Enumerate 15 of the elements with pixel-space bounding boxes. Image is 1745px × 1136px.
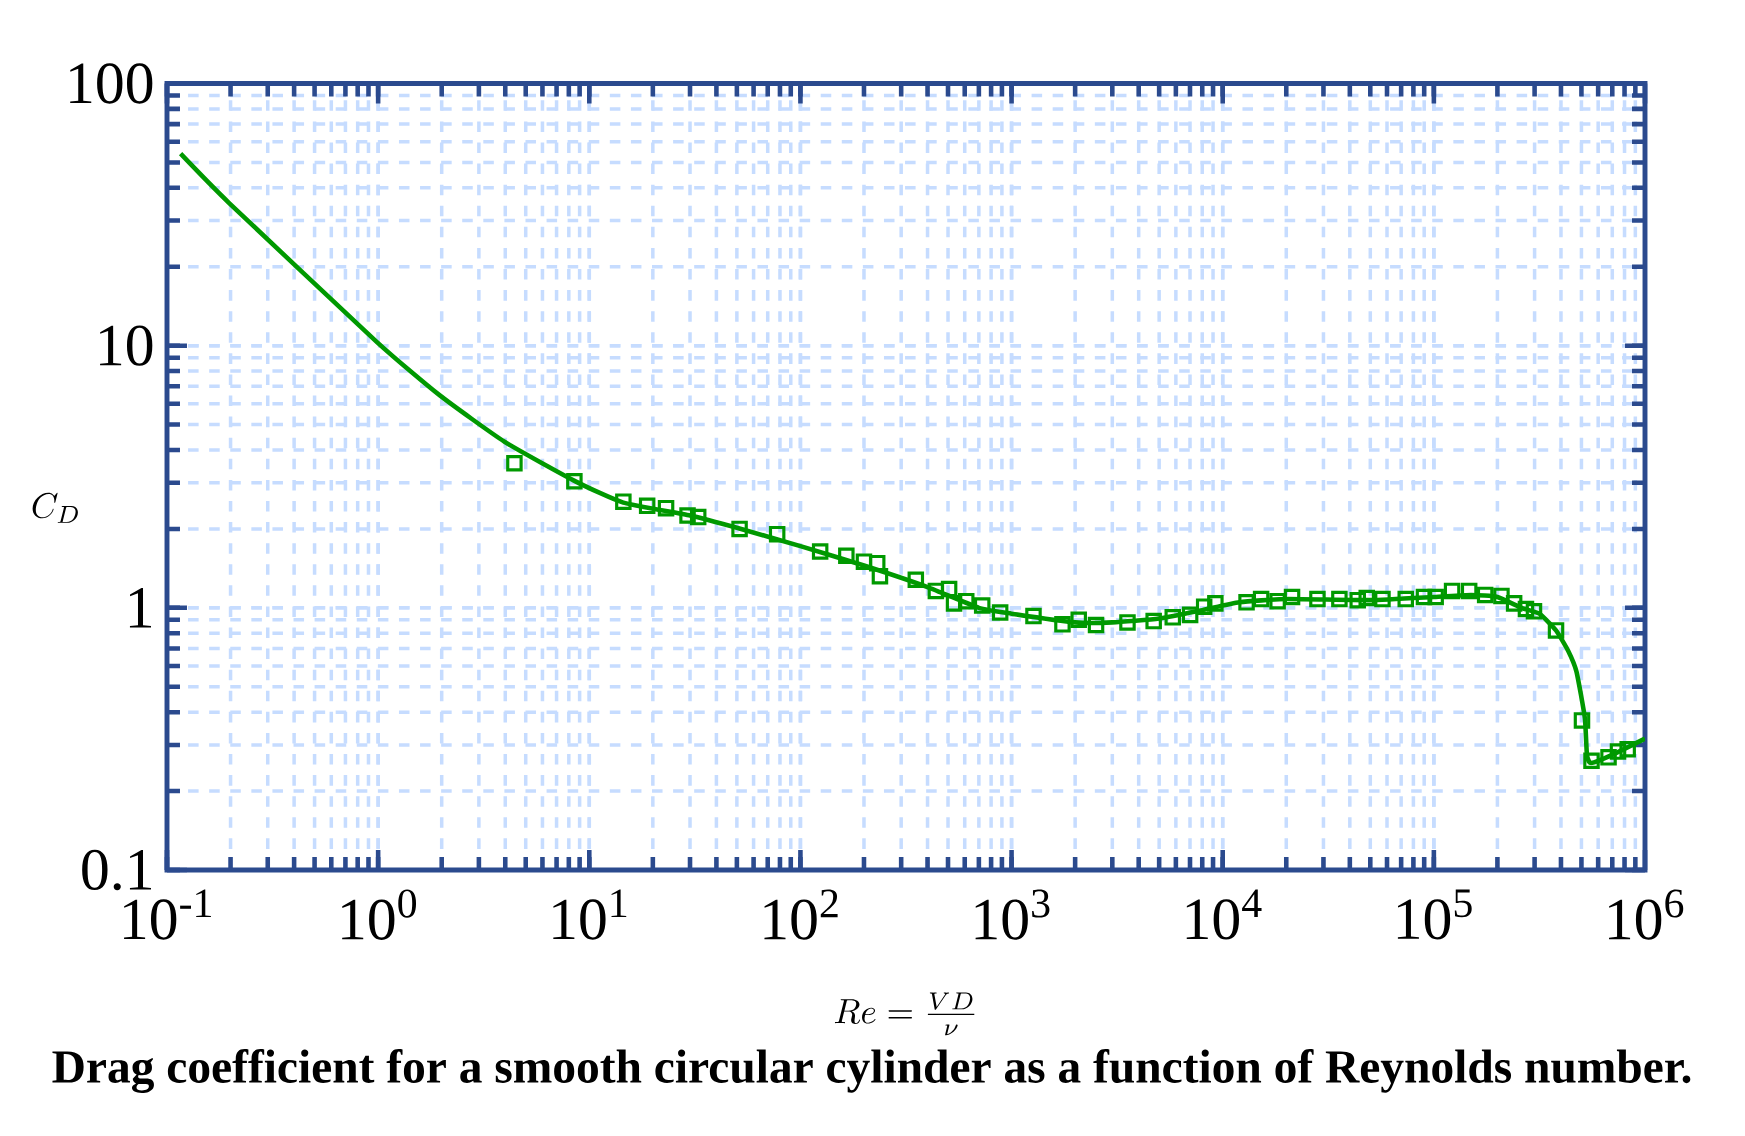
x-tick-label: 10$^{2}$ <box>764 889 838 940</box>
y-tick-label: 1 <box>129 588 151 628</box>
x-tick-label: 10$^{3}$ <box>975 889 1050 940</box>
x-tick-label: 10$^{6}$ <box>1609 889 1684 940</box>
x-tick-label: 10$^{-1}$ <box>124 889 211 940</box>
text: Drag coefficient for a smooth circular cylinder as a function of Reynolds number. <box>52 1049 1691 1093</box>
x-axis-title: $Re = \frac{VD}{\nu}$ <box>834 992 975 1036</box>
y-tick-label: 100 <box>70 63 153 104</box>
y-tick-label: 10 <box>100 325 153 366</box>
x-tick-label: 10$^{5}$ <box>1397 889 1472 940</box>
y-axis-title: $C_D$ <box>32 492 78 523</box>
x-tick-label: 10$^{1}$ <box>553 889 627 940</box>
y-tick-label: 0.1 <box>82 849 151 891</box>
x-tick-label: 10$^{4}$ <box>1186 889 1262 940</box>
x-tick-label: 10$^{0}$ <box>342 889 417 940</box>
